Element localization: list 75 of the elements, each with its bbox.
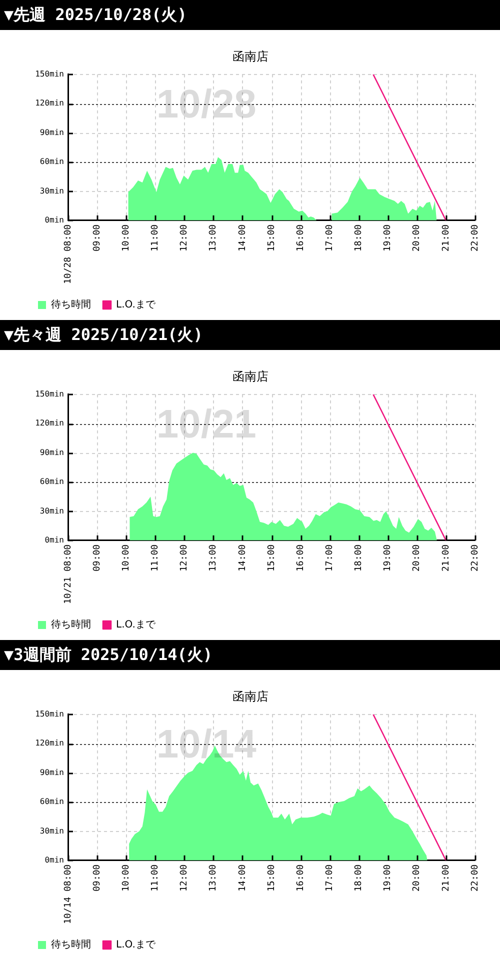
x-tick-label: 16:00 (296, 544, 306, 572)
x-tick-label: 18:00 (354, 544, 364, 572)
y-tick-label: 60min (40, 157, 64, 166)
y-tick-label: 90min (40, 768, 64, 777)
x-tick-label: 19:00 (383, 864, 394, 892)
x-tick-label: 17:00 (324, 544, 335, 572)
legend-label: 待ち時間 (51, 618, 91, 631)
x-tick-label: 12:00 (180, 544, 190, 572)
x-tick-label: 11:00 (150, 224, 161, 252)
x-tick-label: 17:00 (324, 224, 335, 252)
x-tick-label: 15:00 (266, 544, 277, 572)
y-tick-label: 120min (35, 98, 64, 108)
x-tick-label: 12:00 (180, 864, 190, 892)
x-tick-label: 10:00 (121, 864, 132, 892)
x-tick-label: 22:00 (470, 544, 480, 572)
x-tick-label: 22:00 (470, 864, 480, 892)
y-tick-label: 0min (44, 215, 64, 224)
x-tick-label: 10:00 (121, 224, 132, 252)
chart-subtitle: 函南店 (232, 49, 268, 64)
x-tick-label: 11:00 (150, 544, 161, 572)
x-tick-label: 21:00 (441, 864, 452, 892)
chart-title: ▼先週 2025/10/28(火) (0, 0, 500, 30)
y-tick-label: 30min (40, 826, 64, 836)
x-tick-label: 09:00 (92, 224, 102, 252)
x-tick-label: 14:00 (238, 544, 248, 572)
x-tick-label: 15:00 (266, 864, 277, 892)
x-tick-label: 09:00 (92, 864, 102, 892)
x-tick-label: 10/14 08:00 (63, 864, 74, 924)
legend-label: 待ち時間 (51, 298, 91, 311)
x-tick-label: 14:00 (238, 864, 248, 892)
x-tick-label: 09:00 (92, 544, 102, 572)
x-tick-label: 17:00 (324, 864, 335, 892)
x-tick-label: 11:00 (150, 864, 161, 892)
x-tick-label: 19:00 (383, 224, 394, 252)
x-tick-label: 16:00 (296, 224, 306, 252)
chart-title: ▼3週間前 2025/10/14(火) (0, 640, 500, 670)
y-tick-label: 150min (35, 389, 64, 398)
x-tick-label: 19:00 (383, 544, 394, 572)
x-tick-label: 15:00 (266, 224, 277, 252)
y-tick-label: 0min (44, 855, 64, 864)
x-tick-label: 18:00 (354, 864, 364, 892)
y-tick-label: 60min (40, 797, 64, 806)
legend-label: 待ち時間 (51, 938, 91, 951)
x-tick-label: 13:00 (208, 224, 219, 252)
x-tick-label: 21:00 (441, 224, 452, 252)
x-tick-label: 20:00 (412, 864, 422, 892)
x-tick-label: 12:00 (180, 224, 190, 252)
y-tick-label: 60min (40, 477, 64, 486)
x-tick-label: 18:00 (354, 224, 364, 252)
y-tick-label: 120min (35, 738, 64, 748)
y-tick-label: 30min (40, 186, 64, 196)
y-tick-label: 90min (40, 128, 64, 137)
chart-title: ▼先々週 2025/10/21(火) (0, 320, 500, 350)
legend-label: L.O.まで (116, 620, 156, 631)
chart-subtitle: 函南店 (232, 689, 268, 704)
y-tick-label: 120min (35, 418, 64, 428)
x-tick-label: 13:00 (208, 864, 219, 892)
y-tick-label: 0min (44, 535, 64, 544)
x-tick-label: 10:00 (121, 544, 132, 572)
y-tick-label: 90min (40, 448, 64, 457)
y-tick-label: 30min (40, 506, 64, 516)
x-tick-label: 14:00 (238, 224, 248, 252)
legend-label: L.O.まで (116, 300, 156, 311)
x-tick-label: 20:00 (412, 224, 422, 252)
x-tick-label: 10/21 08:00 (63, 544, 74, 604)
x-tick-label: 16:00 (296, 864, 306, 892)
x-tick-label: 13:00 (208, 544, 219, 572)
x-tick-label: 21:00 (441, 544, 452, 572)
y-tick-label: 150min (35, 69, 64, 78)
x-tick-label: 10/28 08:00 (63, 224, 74, 284)
y-tick-label: 150min (35, 709, 64, 718)
legend-label: L.O.まで (116, 940, 156, 951)
x-tick-label: 22:00 (470, 224, 480, 252)
x-tick-label: 20:00 (412, 544, 422, 572)
chart-subtitle: 函南店 (232, 369, 268, 384)
